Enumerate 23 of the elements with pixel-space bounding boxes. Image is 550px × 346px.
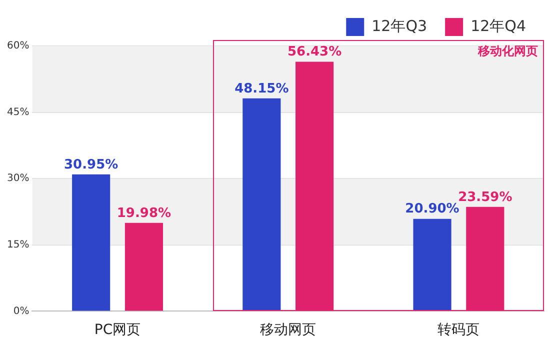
data-label: 30.95% [64, 157, 118, 172]
y-tick-label: 45% [6, 106, 30, 118]
legend-label: 12年Q3 [372, 16, 428, 35]
bar [124, 222, 163, 311]
y-tick-label: 15% [6, 239, 30, 250]
bar [242, 98, 281, 311]
data-label: 19.98% [116, 206, 172, 221]
y-tick-label: 60% [6, 40, 30, 52]
bar [413, 218, 452, 311]
bar [296, 62, 334, 311]
bar [466, 206, 504, 311]
bar [72, 174, 110, 311]
x-tick-label: PC网页 [94, 322, 141, 338]
data-label: 48.15% [234, 81, 289, 96]
data-label: 56.43% [287, 44, 342, 60]
data-label: 20.90% [405, 202, 460, 217]
legend-label: 12年Q4 [470, 16, 526, 35]
y-tick-label: 0% [13, 306, 30, 317]
data-label: 23.59% [458, 190, 512, 205]
x-tick-label: 移动网页 [260, 322, 316, 338]
y-tick-label: 30% [6, 173, 30, 184]
annotation: 移动化网页 [477, 44, 538, 58]
x-tick-label: 转码页 [438, 322, 480, 338]
